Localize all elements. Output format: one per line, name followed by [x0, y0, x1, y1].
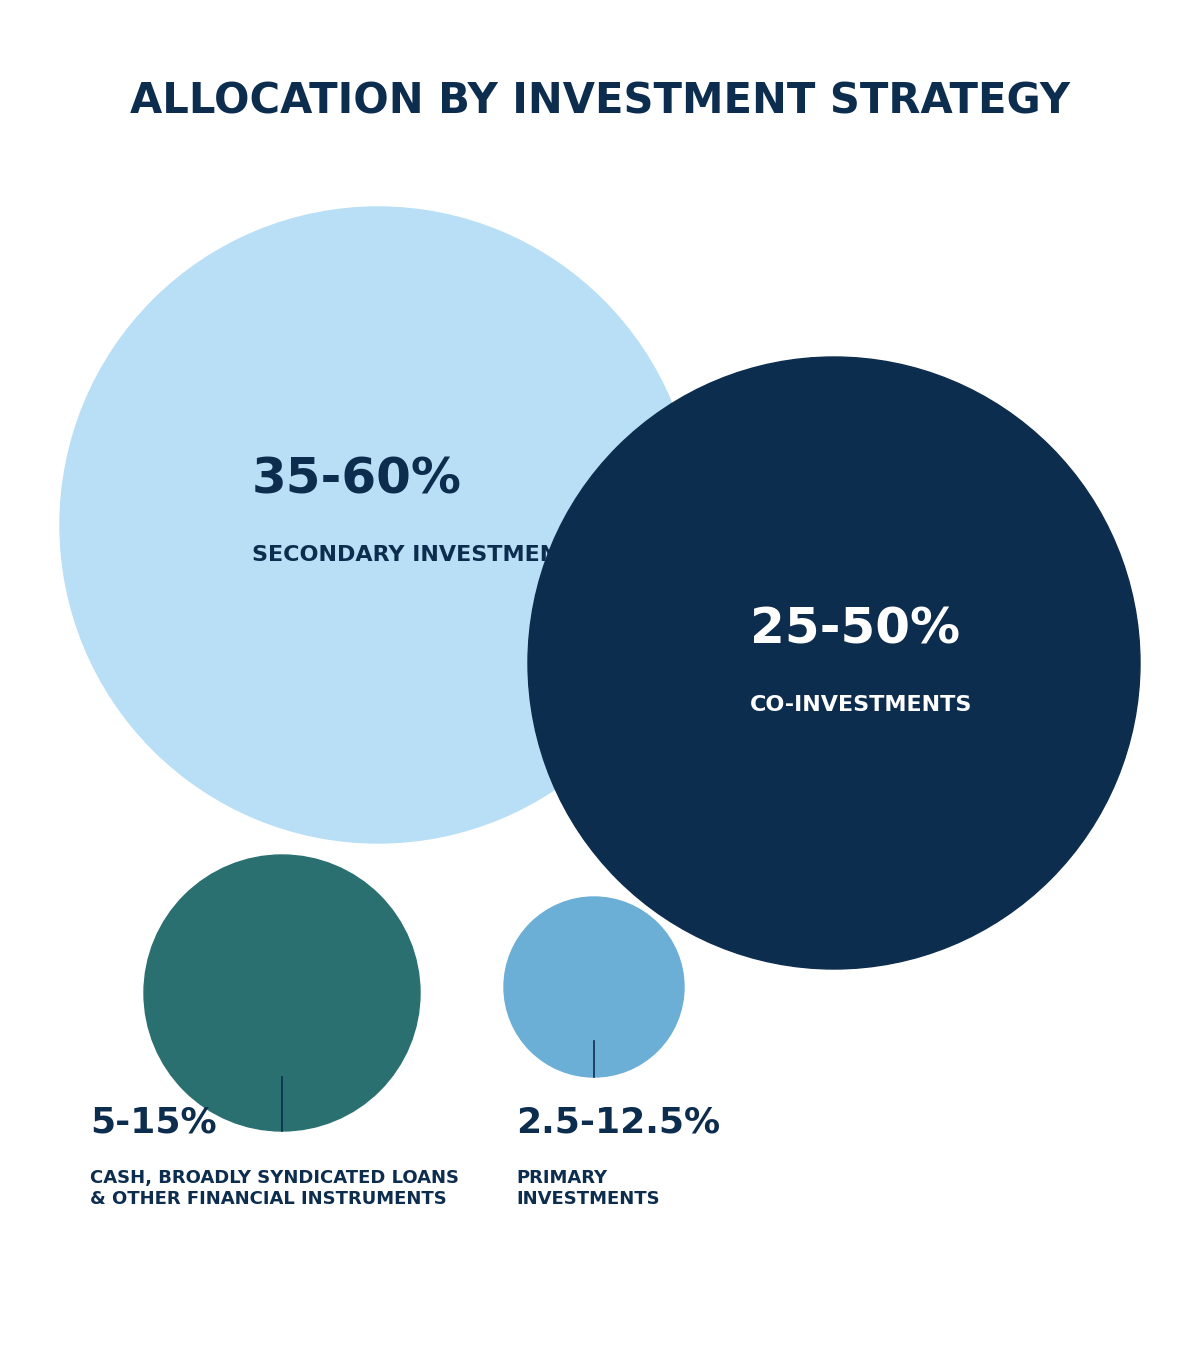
Text: CASH, BROADLY SYNDICATED LOANS
& OTHER FINANCIAL INSTRUMENTS: CASH, BROADLY SYNDICATED LOANS & OTHER F…	[90, 1169, 458, 1208]
Text: 35-60%: 35-60%	[252, 455, 462, 504]
Text: 25-50%: 25-50%	[750, 605, 960, 653]
Circle shape	[60, 207, 696, 842]
Text: ALLOCATION BY INVESTMENT STRATEGY: ALLOCATION BY INVESTMENT STRATEGY	[130, 81, 1070, 123]
Text: CO-INVESTMENTS: CO-INVESTMENTS	[750, 695, 972, 716]
Text: PRIMARY
INVESTMENTS: PRIMARY INVESTMENTS	[516, 1169, 660, 1208]
Text: 5-15%: 5-15%	[90, 1106, 217, 1139]
Text: 2.5-12.5%: 2.5-12.5%	[516, 1106, 720, 1139]
Circle shape	[528, 356, 1140, 969]
Circle shape	[504, 896, 684, 1077]
Text: SECONDARY INVESTMENTS: SECONDARY INVESTMENTS	[252, 545, 589, 566]
Circle shape	[144, 855, 420, 1131]
